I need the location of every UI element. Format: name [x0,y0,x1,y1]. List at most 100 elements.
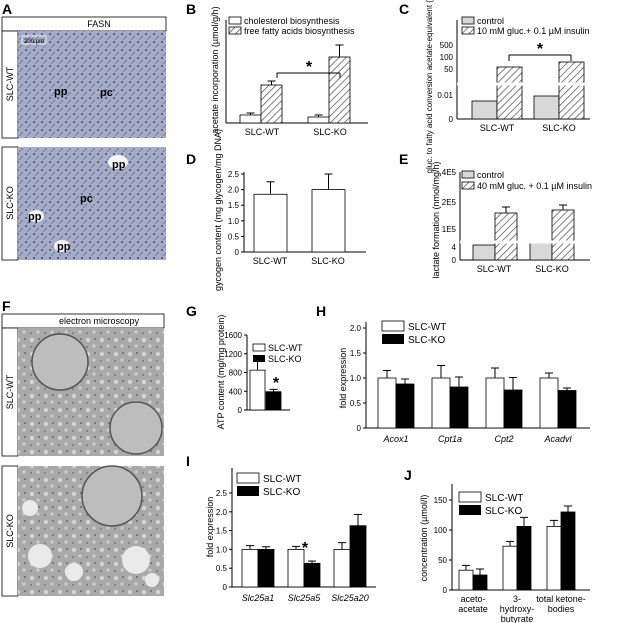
svg-text:SLC-KO: SLC-KO [485,506,522,517]
svg-text:I: I [186,453,190,469]
region-pc-wt: pc [100,87,113,99]
tick-g-label-4: 1600 [224,331,242,340]
scale-bar [21,35,47,45]
cat-j-0: aceto- [460,594,485,604]
svg-text:SLC-KO: SLC-KO [268,354,302,364]
panel-g-ylabel: ATP content (mg/mg protein) [216,315,226,430]
tick-j-label-3: 150 [434,496,448,505]
sig-g: * [273,375,280,392]
region-pp-ko-1: pp [112,159,126,171]
region-pc-ko: pc [80,193,93,205]
scale-bar-label: 200 µm [24,39,44,45]
panel-a-header: FASN [87,19,111,29]
svg-text:SLC-WT: SLC-WT [268,343,303,353]
svg-text:0.01: 0.01 [437,91,453,100]
tick-d-label-0: 0 [235,248,240,257]
panel-i: I fold expression 0 0.5 1.0 1.5 2.0 2.5 SLC-W… [186,453,376,603]
fasn-ko-image [18,147,166,260]
bar-g-0 [249,369,266,411]
panel-b-ylabel: acetate incorporation (µmol/g/h) [210,6,220,133]
cat-h-0: Acox1 [382,434,408,444]
cat-b-0: SLC-WT [245,127,280,137]
cat-i-2: Slc25a20 [331,593,369,603]
row-label-ko-a: SLC-KO [5,186,15,220]
tick-i-label-0: 0 [223,583,228,592]
cat-j-0-1: acetate [458,604,488,614]
svg-text:SLC-KO: SLC-KO [311,256,345,266]
bar-h-2-1 [503,389,523,429]
tick-i-label-1: 0.5 [216,564,228,573]
bar-b-1-0 [307,116,330,124]
bar-j-0-1 [472,574,488,591]
tick-g-label-0: 0 [238,406,243,415]
tick-d-label-2: 1.0 [228,217,240,226]
tick-g-label-2: 800 [229,369,243,378]
svg-text:SLC-WT: SLC-WT [408,322,446,333]
region-pp-wt: pp [54,86,68,98]
svg-text:2E5: 2E5 [442,198,457,207]
cat-j-1-2: butyrate [501,614,534,623]
cat-i-1: Slc25a5 [288,593,322,603]
legend-b-1: free fatty acids biosynthesis [244,26,355,36]
panel-j: J concentration (µmol/l) 0 50 100 150 SLC-W… [404,467,590,623]
region-pp-ko-2: pp [28,211,42,223]
bar-j-1-1 [516,526,532,591]
panel-c: C gluc. to fatty acid conversion acetate… [399,0,590,173]
cat-h-2: Cpt2 [494,434,513,444]
panel-b: B acetate incorporation (µmol/g/h) chole… [186,1,368,137]
svg-text:H: H [316,303,326,319]
tick-d-label-1: 0.5 [228,232,240,241]
svg-text:C: C [399,1,409,17]
cat-h-1: Cpt1a [438,434,462,444]
region-pp-ko-3: pp [57,241,71,253]
tick-d-label-3: 1.5 [228,201,240,210]
cat-j-2-1: bodies [548,604,575,614]
panel-a-letter: A [2,1,12,17]
panel-e-ylabel: lactate formation (nmol/mg/h) [431,161,441,278]
panel-c-ylabel: gluc. to fatty acid conversion acetate-e… [425,0,434,173]
svg-text:J: J [404,467,412,483]
bar-d-0 [253,193,288,253]
panel-j-ylabel: concentration (µmol/l) [419,495,429,582]
tick-h-label-1: 0.5 [350,399,362,408]
svg-text:100: 100 [440,53,454,62]
bar-i-2-1 [349,525,367,588]
panel-h: H fold expression 0 0.5 1.0 1.5 2.0 SLC-WT S… [316,303,590,444]
tick-g-label-3: 1200 [224,350,242,359]
svg-text:G: G [186,303,197,319]
panel-h-ylabel: fold expression [338,348,348,409]
svg-text:SLC-KO: SLC-KO [408,335,445,346]
tick-i-label-5: 2.5 [216,489,228,498]
tick-i-label-2: 1.0 [216,545,228,554]
tick-g-label-1: 400 [229,387,243,396]
sig-c: * [537,41,544,58]
cat-j-1-1: hydroxy- [500,604,535,614]
svg-text:SLC-KO: SLC-KO [263,487,300,498]
svg-text:B: B [186,1,196,17]
panel-g: G ATP content (mg/mg protein) 0 400 800 120… [186,303,303,429]
svg-text:SLC-WT: SLC-WT [485,493,523,504]
bar-g-1 [265,391,282,411]
sig-i: * [302,540,309,557]
svg-text:40 mM gluc. + 0.1 µM insulin: 40 mM gluc. + 0.1 µM insulin [477,181,592,191]
tick-i-label-4: 2.0 [216,508,228,517]
sig-b: * [306,59,313,76]
svg-text:50: 50 [444,65,453,74]
bar-i-0-1 [257,549,275,588]
svg-text:E: E [399,151,408,167]
bar-h-1-1 [449,386,469,429]
tick-h-label-2: 1.0 [350,374,362,383]
bar-j-0-0 [458,569,474,591]
tick-j-label-0: 0 [443,586,448,595]
bar-j-2-0 [546,526,562,591]
cat-h-3: Acadvl [543,434,572,444]
svg-text:500: 500 [440,41,454,50]
bar-h-3-0 [539,377,559,429]
bar-j-2-1 [560,511,576,591]
bar-i-0-0 [241,549,259,588]
tick-i-label-3: 1.5 [216,527,228,536]
panel-i-ylabel: fold expression [205,497,215,558]
bar-h-0-1 [395,383,415,429]
panel-a-header-box [1,16,167,32]
